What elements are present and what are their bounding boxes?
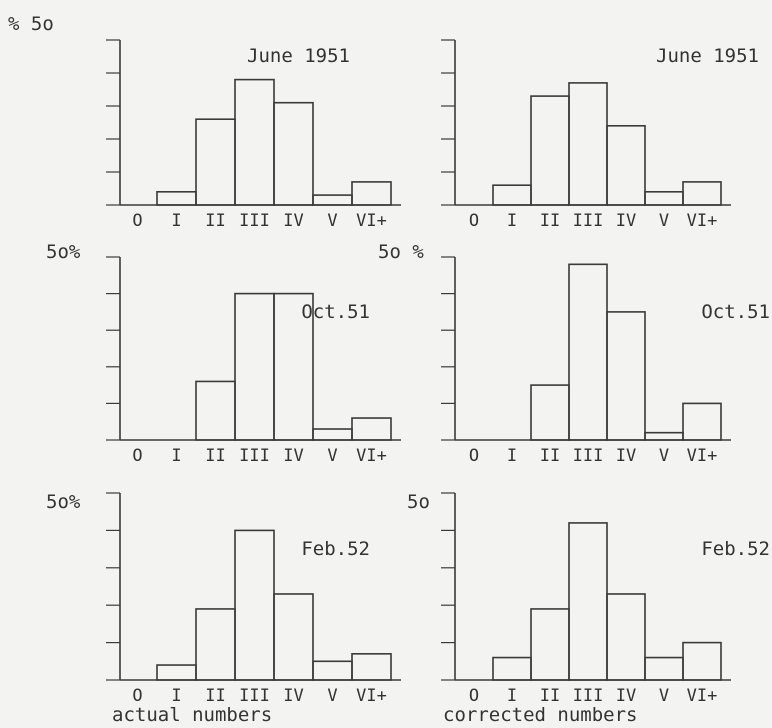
category-label: III [573, 211, 604, 231]
panel-top-right: O I II III IV V VI+June 1951 [441, 39, 759, 231]
category-label: II [205, 446, 225, 466]
category-label: V [659, 211, 669, 231]
bar-viplus [682, 181, 722, 206]
category-label: II [540, 446, 560, 466]
y-axis-label: 5o% [46, 241, 81, 263]
bar-viplus [682, 402, 722, 441]
bar-v [644, 656, 684, 681]
bar-iv [273, 101, 314, 206]
category-label: I [171, 446, 181, 466]
category-label: V [659, 446, 669, 466]
category-label: III [239, 446, 270, 466]
y-axis-label: 5o % [378, 241, 424, 263]
category-label: VI+ [356, 446, 387, 466]
category-label: O [469, 686, 479, 706]
bar-iv [606, 593, 646, 681]
category-label: II [540, 686, 560, 706]
panel-title: Feb.52 [701, 538, 770, 560]
category-label: VI+ [356, 211, 387, 231]
category-label: IV [283, 211, 303, 231]
panel-title: June 1951 [656, 45, 759, 67]
bar-iv [273, 292, 314, 441]
category-label: O [132, 686, 142, 706]
bar-iv [606, 311, 646, 441]
bar-iii [234, 78, 275, 206]
category-label: III [239, 211, 270, 231]
bar-ii [530, 95, 570, 206]
category-label: VI+ [687, 211, 718, 231]
bar-v [312, 428, 353, 441]
bar-iii [568, 82, 608, 206]
category-label: I [171, 211, 181, 231]
caption-corrected-numbers: corrected numbers [443, 704, 637, 726]
category-label: I [507, 211, 517, 231]
bar-iii [568, 522, 608, 681]
bar-iii [234, 292, 275, 441]
y-axis-label: 5o [407, 491, 430, 513]
bar-viplus [351, 181, 392, 206]
bar-iv [273, 593, 314, 681]
category-label: IV [616, 211, 636, 231]
category-label: III [573, 446, 604, 466]
category-label: V [327, 211, 337, 231]
category-label: O [132, 211, 142, 231]
bar-i [156, 664, 197, 681]
category-label: IV [616, 686, 636, 706]
panel-title: Oct.51 [701, 301, 770, 323]
bar-iv [606, 125, 646, 206]
category-label: IV [283, 686, 303, 706]
category-label: VI+ [687, 446, 718, 466]
category-label: VI+ [687, 686, 718, 706]
bar-ii [195, 380, 236, 441]
category-label: IV [283, 446, 303, 466]
y-axis-label: % 5o [8, 13, 54, 35]
bar-viplus [351, 653, 392, 681]
category-label: O [132, 446, 142, 466]
bar-ii [195, 118, 236, 206]
category-label: I [171, 686, 181, 706]
category-label: I [507, 446, 517, 466]
bar-viplus [351, 417, 392, 441]
category-label: III [239, 686, 270, 706]
bar-v [644, 431, 684, 441]
bar-i [492, 184, 532, 206]
bar-iii [568, 263, 608, 441]
bar-i [492, 656, 532, 681]
category-label: III [573, 686, 604, 706]
panel-top-left: O I II III IV V VI+June 1951% 5o [8, 13, 401, 231]
category-label: V [327, 446, 337, 466]
bar-iii [234, 529, 275, 681]
category-label: I [507, 686, 517, 706]
panel-title: Feb.52 [301, 538, 370, 560]
bar-ii [195, 608, 236, 681]
y-axis-label: 5o% [46, 491, 81, 513]
panels: O I II III IV V VI+June 1951% 5oO I II III IV V VI+J… [8, 13, 770, 706]
category-label: V [327, 686, 337, 706]
category-label: II [540, 211, 560, 231]
bar-v [644, 191, 684, 206]
bar-v [312, 660, 353, 681]
category-label: VI+ [356, 686, 387, 706]
category-label: II [205, 686, 225, 706]
category-label: O [469, 446, 479, 466]
category-label: IV [616, 446, 636, 466]
bar-ii [530, 384, 570, 441]
bar-i [156, 191, 197, 206]
category-label: O [469, 211, 479, 231]
caption-actual-numbers: actual numbers [112, 704, 272, 726]
panel-title: June 1951 [247, 45, 350, 67]
bar-ii [530, 608, 570, 681]
panel-title: Oct.51 [301, 301, 370, 323]
category-label: V [659, 686, 669, 706]
bar-v [312, 194, 353, 206]
category-label: II [205, 211, 225, 231]
bar-viplus [682, 641, 722, 681]
